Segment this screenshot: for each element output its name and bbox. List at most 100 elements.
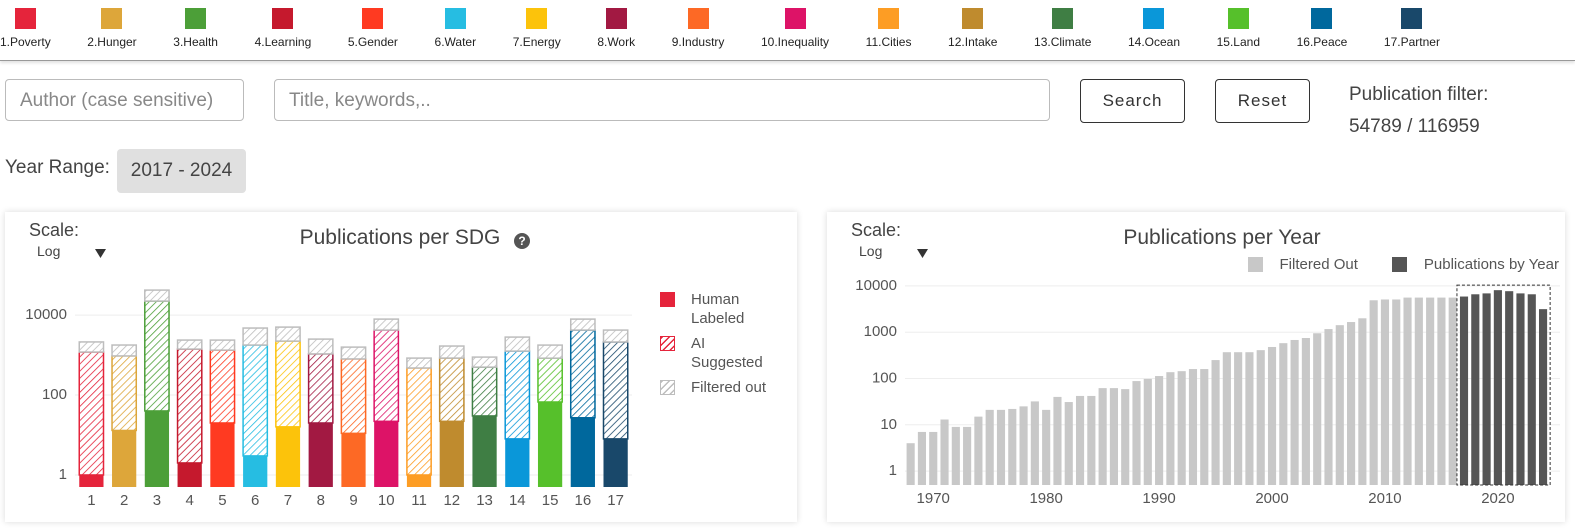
bar xyxy=(504,350,531,440)
legend-label: Human Labeled xyxy=(691,291,745,327)
legend: Filtered Out Publications by Year xyxy=(1214,256,1559,273)
bar xyxy=(1527,294,1536,485)
placeholder: Title, keywords,.. xyxy=(289,90,431,111)
bar xyxy=(1538,309,1548,485)
sdg-goal[interactable]: 8.Work xyxy=(597,8,635,49)
x-tick-label: 9 xyxy=(349,492,357,509)
sdg-label: 3.Health xyxy=(173,35,218,49)
sdg-goal[interactable]: 2.Hunger xyxy=(87,8,137,49)
bar xyxy=(1155,376,1164,485)
year-range-chip[interactable]: 2017 - 2024 xyxy=(117,149,246,193)
y-tick-label: 1 xyxy=(889,462,897,479)
bar xyxy=(1075,395,1085,485)
bar xyxy=(1234,352,1243,485)
sdg-goal[interactable]: 10.Inequality xyxy=(761,8,829,49)
sdg-icon xyxy=(362,8,384,29)
bar xyxy=(374,421,399,487)
x-tick-label: 4 xyxy=(186,492,194,509)
bar xyxy=(1392,299,1401,485)
bar xyxy=(1121,389,1130,485)
sdg-goal[interactable]: 9.Industry xyxy=(671,8,725,49)
sdg-icon xyxy=(444,8,466,29)
sdg-goal[interactable]: 1.Poverty xyxy=(0,8,51,49)
bar xyxy=(1471,294,1480,485)
sdg-goal[interactable]: 15.Land xyxy=(1217,8,1260,49)
scale-label: Scale: xyxy=(29,220,80,240)
bar xyxy=(1008,408,1017,485)
help-glyph: ? xyxy=(518,234,525,248)
chart-title: Publications per Year xyxy=(1123,226,1321,249)
bar xyxy=(985,409,994,485)
bar xyxy=(307,353,334,424)
bar xyxy=(471,356,498,368)
bar xyxy=(569,318,596,331)
bar xyxy=(1426,297,1435,485)
sdg-goal[interactable]: 4.Learning xyxy=(254,8,312,49)
sdg-icon xyxy=(1143,8,1165,29)
filter-count: 54789 / 116959 xyxy=(1349,116,1480,137)
bar xyxy=(1369,300,1378,485)
bar xyxy=(1482,293,1491,485)
scale-select[interactable]: Scale: Log xyxy=(851,220,941,264)
bar xyxy=(1516,293,1525,485)
bar xyxy=(1301,337,1310,485)
author-input[interactable]: Author (case sensitive) xyxy=(5,79,244,121)
sdg-icon xyxy=(962,8,984,29)
sdg-icon xyxy=(14,8,36,29)
x-tick-label: 1970 xyxy=(917,490,950,507)
bar xyxy=(1347,322,1356,485)
legend-label: Publications by Year xyxy=(1423,256,1559,273)
x-tick-label: 1 xyxy=(87,492,95,509)
bar xyxy=(1290,339,1299,485)
legend-item[interactable]: Publications by Year xyxy=(1391,256,1559,273)
sdg-label: 4.Learning xyxy=(254,35,312,49)
bar xyxy=(1166,372,1175,485)
year-chart-panel: 1 10 100 1000 10000 1970 1980 1990 2000 2010 2020 … xyxy=(827,212,1565,522)
bar xyxy=(1279,343,1288,485)
y-tick-label: 100 xyxy=(872,369,897,386)
bar xyxy=(570,417,595,487)
filter-label: Publication filter: xyxy=(1349,84,1489,105)
sdg-goal[interactable]: 11.Cities xyxy=(866,8,911,49)
sdg-goal[interactable]: 14.Ocean xyxy=(1128,8,1180,49)
bar xyxy=(210,422,235,487)
sdg-goal[interactable]: 6.Water xyxy=(435,8,476,49)
x-tick-label: 17 xyxy=(607,492,624,509)
help-icon[interactable] xyxy=(514,233,530,249)
x-tick-label: 15 xyxy=(542,492,559,509)
search-button[interactable]: Search xyxy=(1080,79,1185,123)
x-tick-label: 12 xyxy=(443,492,460,509)
bar xyxy=(144,289,170,302)
bar xyxy=(406,474,432,487)
sdg-goal[interactable]: 12.Intake xyxy=(948,8,997,49)
reset-button[interactable]: Reset xyxy=(1215,79,1310,123)
sdg-goal[interactable]: 7.Energy xyxy=(513,8,561,49)
bar xyxy=(144,410,170,487)
bar xyxy=(242,344,269,457)
bar xyxy=(1493,290,1502,485)
sdg-label: 9.Industry xyxy=(671,35,725,49)
scale-select[interactable]: Scale: Log xyxy=(29,220,119,264)
bar xyxy=(603,438,628,487)
title-input[interactable]: Title, keywords,.. xyxy=(274,79,1050,121)
sdg-goal[interactable]: 17.Partner xyxy=(1384,8,1440,49)
bar xyxy=(1313,333,1322,485)
bar xyxy=(1087,395,1096,485)
sdg-goal[interactable]: 3.Health xyxy=(173,8,218,49)
legend-item[interactable]: Filtered out xyxy=(660,378,777,397)
legend-item[interactable]: Filtered Out xyxy=(1247,256,1358,273)
bar xyxy=(504,336,531,352)
sdg-icon xyxy=(878,8,900,29)
sdg-goal[interactable]: 16.Peace xyxy=(1297,8,1347,49)
bar xyxy=(243,455,268,487)
sdg-list: 1.Poverty 2.Hunger 3.Health 4.Learning 5.Gen… xyxy=(0,8,1440,49)
chart: 1 10 100 1000 10000 1970 1980 1990 2000 2010 2020 xyxy=(855,277,1560,507)
sdg-label: 2.Hunger xyxy=(87,35,137,49)
legend: Human Labeled AI Suggested Filtered out xyxy=(660,290,777,403)
sdg-goal[interactable]: 5.Gender xyxy=(348,8,398,49)
bar xyxy=(1098,388,1107,485)
legend-item[interactable]: AI Suggested xyxy=(660,334,777,372)
sdg-goal[interactable]: 13.Climate xyxy=(1034,8,1091,49)
legend-item[interactable]: Human Labeled xyxy=(660,290,777,328)
x-tick-label: 1990 xyxy=(1142,490,1175,507)
